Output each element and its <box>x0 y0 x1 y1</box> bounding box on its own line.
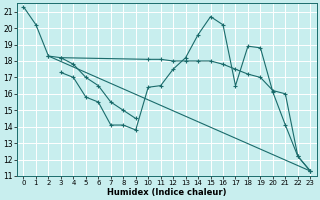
X-axis label: Humidex (Indice chaleur): Humidex (Indice chaleur) <box>107 188 227 197</box>
